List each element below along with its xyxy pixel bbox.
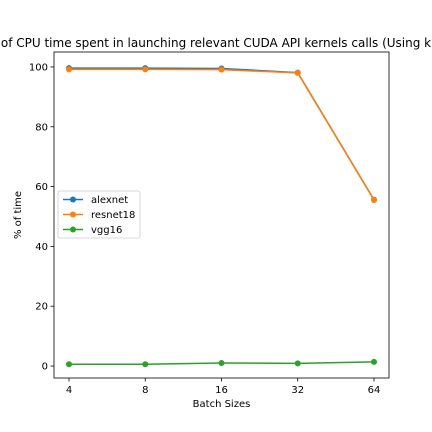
y-tick-label: 100 — [29, 62, 48, 73]
legend-label: vgg16 — [91, 225, 122, 236]
legend: alexnet resnet18 vgg16 — [58, 191, 140, 238]
legend-label: resnet18 — [91, 210, 135, 221]
x-tick-label: 32 — [291, 385, 304, 396]
data-point — [295, 70, 301, 76]
x-tick-label: 16 — [215, 385, 228, 396]
x-tick-label: 4 — [66, 385, 72, 396]
data-point — [66, 361, 72, 367]
data-point — [142, 66, 148, 72]
data-point — [371, 197, 377, 203]
y-axis-label: % of time — [13, 191, 24, 239]
y-tick-label: 80 — [35, 122, 48, 133]
series-vgg16 — [66, 359, 377, 367]
legend-label: alexnet — [91, 195, 128, 206]
data-point — [219, 360, 225, 366]
x-axis: 4 8 16 32 64 — [66, 378, 381, 396]
x-tick-label: 64 — [368, 385, 381, 396]
data-point — [295, 360, 301, 366]
legend-marker — [70, 227, 76, 233]
chart-title: of CPU time spent in launching relevant … — [1, 36, 431, 50]
series-alexnet — [66, 65, 377, 203]
series-line — [69, 68, 374, 200]
legend-marker — [70, 212, 76, 218]
y-tick-label: 40 — [35, 242, 48, 253]
y-tick-label: 0 — [42, 362, 48, 373]
series-line — [69, 69, 374, 200]
series-resnet18 — [66, 66, 377, 203]
data-point — [66, 66, 72, 72]
legend-marker — [70, 197, 76, 203]
data-point — [371, 359, 377, 365]
x-axis-label: Batch Sizes — [193, 399, 251, 410]
data-point — [142, 361, 148, 367]
y-tick-label: 20 — [35, 302, 48, 313]
x-tick-label: 8 — [142, 385, 148, 396]
data-point — [219, 67, 225, 73]
y-tick-label: 60 — [35, 182, 48, 193]
y-axis: 0 20 40 60 80 100 — [29, 62, 54, 372]
